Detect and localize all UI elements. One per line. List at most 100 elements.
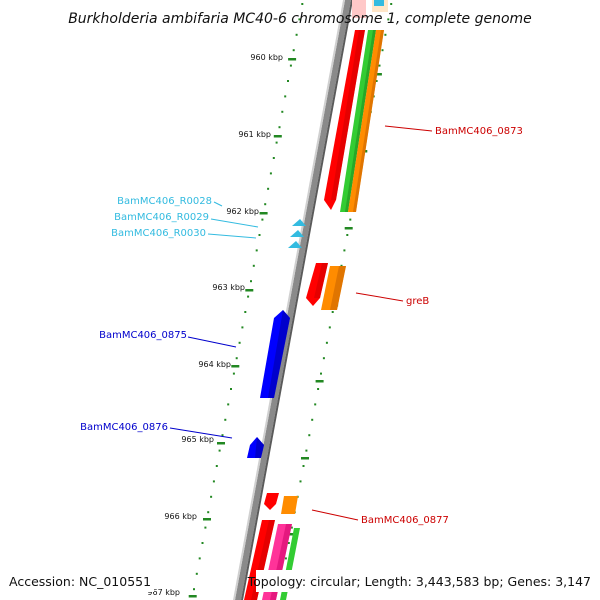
minor-tick (328, 326, 331, 329)
minor-tick (272, 157, 275, 159)
minor-tick (275, 141, 278, 144)
minor-tick (287, 542, 290, 544)
gene-greB-cds[interactable] (306, 263, 328, 306)
minor-tick (278, 126, 281, 129)
gene-BamMC406_0876[interactable] (247, 437, 264, 458)
label-BamMC406_0875[interactable]: BamMC406_0875 (99, 330, 187, 341)
minor-tick (292, 49, 295, 52)
major-tick (217, 442, 225, 445)
minor-tick (325, 341, 328, 344)
top-partial-features (352, 0, 388, 18)
minor-tick (218, 449, 221, 452)
tick-label-966: 966 kbp (164, 512, 197, 521)
minor-tick (224, 418, 227, 421)
minor-tick (290, 526, 293, 529)
summary-backing (256, 570, 596, 592)
major-tick (188, 595, 197, 598)
major-tick (245, 289, 254, 292)
minor-tick (301, 3, 304, 5)
minor-tick (247, 295, 250, 298)
label-BamMC406_0877[interactable]: BamMC406_0877 (361, 515, 449, 526)
tick-label-960: 960 kbp (250, 53, 283, 62)
major-tick (301, 457, 309, 460)
minor-tick (299, 480, 302, 483)
tick-label-962: 962 kbp (226, 207, 259, 216)
trna-BamMC406_R0028[interactable] (292, 219, 306, 226)
trna-BamMC406_R0030[interactable] (288, 241, 302, 248)
accession-backing (4, 570, 154, 592)
major-tick (259, 212, 268, 215)
minor-tick (207, 511, 210, 514)
minor-tick (284, 557, 287, 560)
minor-tick (331, 311, 334, 313)
trna-BamMC406_R0029[interactable] (290, 230, 304, 237)
label-BamMC406_0873[interactable]: BamMC406_0873 (435, 126, 523, 137)
minor-tick (227, 403, 230, 406)
minor-tick (255, 249, 258, 252)
label-greB[interactable]: greB (406, 296, 429, 307)
minor-tick (322, 357, 325, 360)
tick-label-963: 963 kbp (212, 283, 245, 292)
minor-tick (289, 64, 292, 67)
label-BamMC406_R0030[interactable]: BamMC406_R0030 (111, 228, 206, 239)
major-tick (288, 58, 297, 61)
minor-tick (390, 3, 393, 5)
minor-tick (375, 80, 378, 82)
gene-BamMC406_0873-rna[interactable] (340, 30, 376, 212)
major-tick (315, 380, 324, 383)
major-tick (344, 227, 353, 230)
minor-tick (384, 33, 387, 36)
major-tick (203, 518, 211, 521)
minor-tick (195, 572, 198, 575)
minor-tick (193, 588, 195, 591)
accession-text: Accession: NC_010551 (9, 574, 151, 589)
minor-tick (287, 80, 289, 82)
minor-tick (343, 249, 346, 252)
minor-tick (250, 280, 252, 283)
minor-tick (264, 203, 267, 206)
gene-BamMC406_0875[interactable] (260, 310, 290, 398)
minor-tick (230, 388, 232, 390)
minor-tick (235, 357, 238, 360)
tick-label-964: 964 kbp (198, 360, 231, 369)
gene-BamMC406_0877-cds[interactable] (264, 493, 279, 510)
minor-tick (298, 18, 301, 21)
gene-greB-gene[interactable] (321, 266, 346, 310)
minor-tick (311, 418, 314, 421)
minor-tick (378, 64, 381, 67)
label-BamMC406_R0029[interactable]: BamMC406_R0029 (114, 212, 209, 223)
gene-BamMC406_0873-gene[interactable] (348, 30, 384, 212)
summary-text: Topology: circular; Length: 3,443,583 bp… (247, 574, 591, 589)
tick-label-961: 961 kbp (238, 130, 271, 139)
page-title: Burkholderia ambifaria MC40-6 chromosome… (68, 11, 532, 27)
label-BamMC406_R0028[interactable]: BamMC406_R0028 (117, 196, 212, 207)
major-tick (373, 73, 382, 76)
minor-tick (308, 434, 311, 437)
minor-tick (320, 372, 322, 375)
leader-lines (169, 125, 433, 521)
tick-track-left (188, 3, 304, 598)
minor-tick (204, 526, 207, 529)
minor-tick (267, 187, 270, 190)
minor-tick (241, 326, 244, 329)
minor-tick (387, 18, 390, 21)
minor-tick (284, 95, 287, 98)
minor-tick (201, 542, 204, 544)
minor-tick (215, 465, 218, 467)
minor-tick (281, 110, 284, 113)
label-BamMC406_0876[interactable]: BamMC406_0876 (80, 422, 168, 433)
minor-tick (269, 172, 272, 175)
minor-tick (381, 49, 384, 52)
minor-tick (232, 372, 235, 375)
minor-tick (212, 480, 215, 483)
minor-tick (305, 449, 308, 452)
major-tick (231, 365, 240, 368)
minor-tick (258, 234, 261, 236)
major-tick (286, 533, 295, 536)
gene-BamMC406_0873-cds[interactable] (324, 30, 365, 210)
tick-label-965: 965 kbp (181, 435, 214, 444)
gene-BamMC406_0877-gene[interactable] (281, 496, 298, 514)
minor-tick (302, 465, 305, 467)
